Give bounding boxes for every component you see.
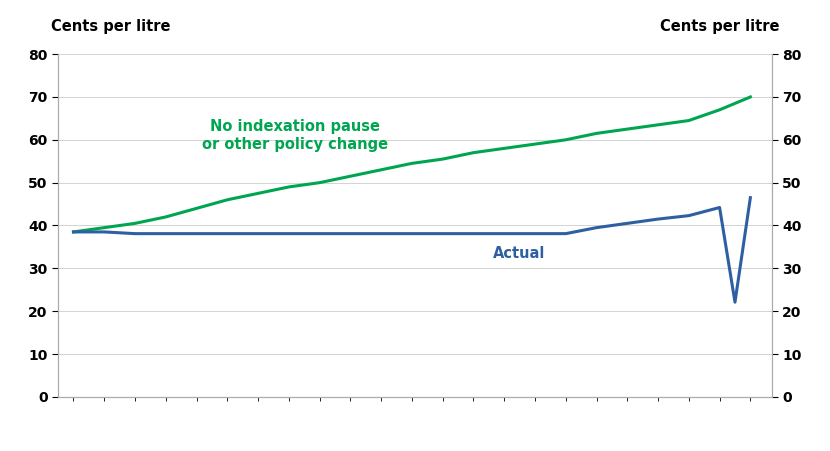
Text: No indexation pause
or other policy change: No indexation pause or other policy chan… [202, 120, 388, 152]
Text: Cents per litre: Cents per litre [51, 18, 170, 33]
Text: Cents per litre: Cents per litre [660, 18, 779, 33]
Text: Actual: Actual [493, 246, 546, 261]
